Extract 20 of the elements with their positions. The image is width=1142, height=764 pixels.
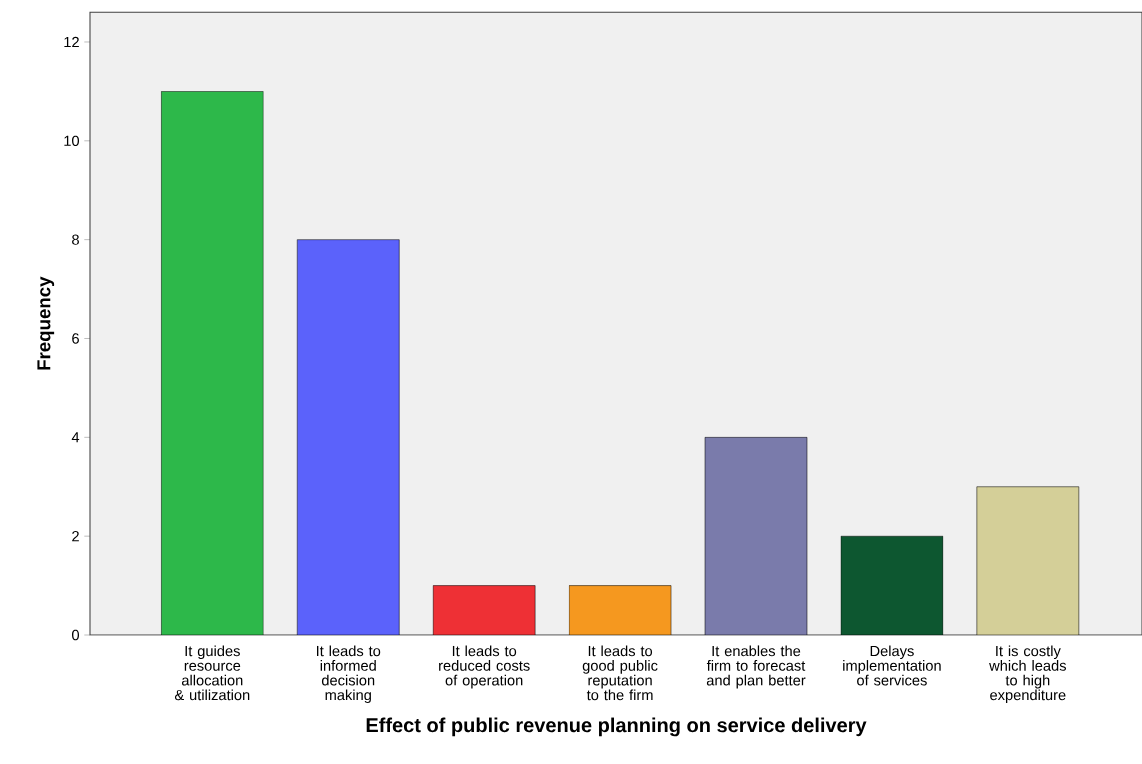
y-tick-label: 12 <box>64 36 79 48</box>
bar <box>161 91 264 635</box>
y-tick-label: 0 <box>72 629 80 641</box>
x-tick-label: It guides resource allocation & utilization <box>174 645 250 701</box>
bar <box>568 585 672 635</box>
x-tick-label: It leads to reduced costs of operation <box>439 645 530 689</box>
x-tick-label: It is costly which leads to high expenditure <box>989 645 1066 704</box>
x-tick-label: It leads to informed decision making <box>316 645 381 704</box>
y-tick-label: 6 <box>72 333 79 344</box>
y-tick-label: 10 <box>64 135 80 147</box>
y-tick-label: 2 <box>72 531 79 542</box>
bar <box>840 535 944 635</box>
bar <box>976 486 1080 635</box>
y-tick-label: 8 <box>72 234 79 245</box>
x-tick-label: It enables the firm to forecast and plan better <box>706 645 806 689</box>
x-axis-title: Effect of public revenue planning on service delivery <box>366 717 867 737</box>
y-tick-label: 4 <box>71 432 80 443</box>
x-tick-label: It leads to good public reputation to the firm <box>582 645 658 701</box>
y-axis-title: Frequency <box>37 276 55 370</box>
x-tick-label: Delays implementation of services <box>843 645 941 686</box>
